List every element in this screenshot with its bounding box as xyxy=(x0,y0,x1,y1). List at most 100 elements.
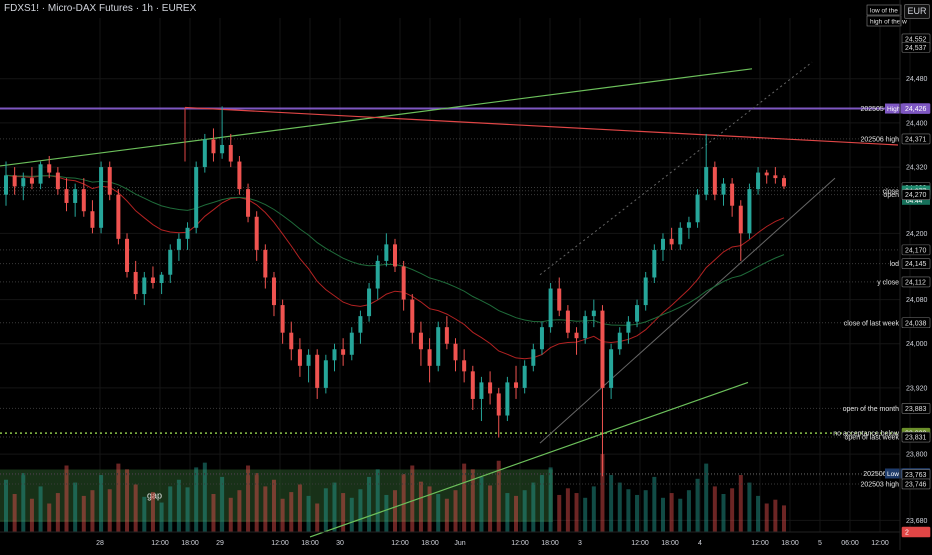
candle-body[interactable] xyxy=(635,305,640,322)
candle-body[interactable] xyxy=(228,144,233,162)
candle-body[interactable] xyxy=(194,167,199,228)
candle-body[interactable] xyxy=(660,238,665,250)
candle-body[interactable] xyxy=(591,310,596,317)
candle-body[interactable] xyxy=(488,382,493,394)
candle-body[interactable] xyxy=(341,349,346,355)
candle-body[interactable] xyxy=(168,249,173,275)
candle-body[interactable] xyxy=(747,189,752,234)
candle-body[interactable] xyxy=(4,175,8,195)
candle-body[interactable] xyxy=(254,216,259,250)
candle-body[interactable] xyxy=(125,238,130,272)
candle-body[interactable] xyxy=(505,382,510,416)
candle-body[interactable] xyxy=(557,288,562,311)
candle-body[interactable] xyxy=(64,189,69,203)
candle-body[interactable] xyxy=(220,144,225,154)
candle-body[interactable] xyxy=(237,161,242,190)
candle-body[interactable] xyxy=(756,172,761,190)
candle-body[interactable] xyxy=(116,194,121,239)
candle-body[interactable] xyxy=(583,316,588,339)
trendline-resistance[interactable] xyxy=(184,106,899,146)
candle-body[interactable] xyxy=(548,288,553,328)
candle-body[interactable] xyxy=(349,332,354,355)
candle-body[interactable] xyxy=(427,349,432,366)
candle-body[interactable] xyxy=(652,249,657,278)
candle-body[interactable] xyxy=(384,244,389,261)
currency-selector[interactable]: EUR xyxy=(904,4,930,19)
candle-body[interactable] xyxy=(73,189,78,203)
candle-body[interactable] xyxy=(367,288,372,317)
candle-body[interactable] xyxy=(306,354,311,366)
candle-body[interactable] xyxy=(782,178,786,187)
candle-body[interactable] xyxy=(678,227,683,245)
candle-body[interactable] xyxy=(55,172,60,190)
symbol-title[interactable]: FDXS1! · Micro-DAX Futures · 1h · EUREX xyxy=(4,3,197,14)
candle-body[interactable] xyxy=(401,266,406,300)
candle-body[interactable] xyxy=(271,277,276,306)
candle-body[interactable] xyxy=(107,167,112,195)
candle-body[interactable] xyxy=(159,274,164,284)
candle-body[interactable] xyxy=(626,321,631,333)
candle-body[interactable] xyxy=(730,183,735,206)
candle-body[interactable] xyxy=(773,175,778,179)
trendline-lower[interactable] xyxy=(309,381,749,538)
candle-body[interactable] xyxy=(133,271,138,295)
candle-body[interactable] xyxy=(695,194,700,223)
candle-body[interactable] xyxy=(358,316,363,333)
candle-body[interactable] xyxy=(332,349,337,361)
candle-body[interactable] xyxy=(263,249,268,278)
candle-body[interactable] xyxy=(436,327,441,366)
candle-body[interactable] xyxy=(669,238,674,245)
candle-body[interactable] xyxy=(764,172,769,176)
candle-body[interactable] xyxy=(323,360,328,388)
candle-body[interactable] xyxy=(12,175,17,187)
channel-bottom[interactable] xyxy=(539,177,836,444)
candle-body[interactable] xyxy=(142,277,147,295)
candle-body[interactable] xyxy=(375,260,380,289)
candle-body[interactable] xyxy=(410,299,415,333)
candle-body[interactable] xyxy=(514,382,519,388)
candle-body[interactable] xyxy=(202,139,207,168)
candle-body[interactable] xyxy=(21,178,26,187)
candle-body[interactable] xyxy=(29,178,34,184)
candle-body[interactable] xyxy=(418,332,423,350)
candle-body[interactable] xyxy=(600,310,605,388)
candle-body[interactable] xyxy=(185,227,190,239)
channel-top[interactable] xyxy=(539,61,813,276)
price-tag xyxy=(901,244,931,256)
candle-body[interactable] xyxy=(609,349,614,388)
candle-body[interactable] xyxy=(90,211,95,228)
candle-body[interactable] xyxy=(496,393,501,416)
candle-body[interactable] xyxy=(444,327,449,344)
candle-body[interactable] xyxy=(176,238,181,250)
candle-body[interactable] xyxy=(721,183,726,195)
candle-body[interactable] xyxy=(479,382,484,399)
candle-body[interactable] xyxy=(315,354,320,388)
candle-body[interactable] xyxy=(686,222,691,228)
candle-body[interactable] xyxy=(246,189,251,217)
candle-body[interactable] xyxy=(565,310,570,333)
candle-body[interactable] xyxy=(81,189,86,212)
candle-body[interactable] xyxy=(539,327,544,350)
candle-body[interactable] xyxy=(470,371,475,399)
candle-body[interactable] xyxy=(617,332,622,350)
candle-body[interactable] xyxy=(643,277,648,306)
candle-body[interactable] xyxy=(712,167,717,195)
candle-body[interactable] xyxy=(150,277,155,284)
candle-body[interactable] xyxy=(38,164,43,184)
candle-body[interactable] xyxy=(280,305,285,333)
candle-body[interactable] xyxy=(289,332,294,350)
candle-body[interactable] xyxy=(453,343,458,361)
candle-body[interactable] xyxy=(47,164,52,173)
candle-body[interactable] xyxy=(297,349,302,366)
candle-body[interactable] xyxy=(462,360,467,372)
candle-body[interactable] xyxy=(211,139,216,154)
candle-body[interactable] xyxy=(99,167,104,228)
candle-body[interactable] xyxy=(574,332,579,339)
candle-body[interactable] xyxy=(531,349,536,366)
candle-body[interactable] xyxy=(738,205,743,234)
candle-body[interactable] xyxy=(704,167,709,195)
candle-body[interactable] xyxy=(522,365,527,388)
candle-body[interactable] xyxy=(393,244,397,267)
